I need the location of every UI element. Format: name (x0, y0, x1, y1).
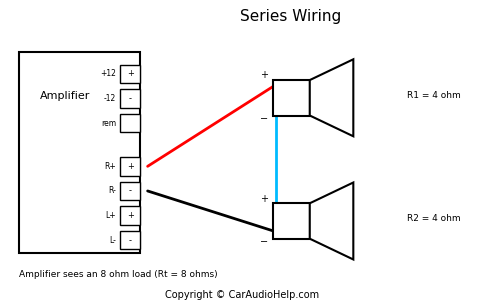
Bar (273, 80, 310, 116)
Text: -12: -12 (104, 94, 116, 103)
Text: +: + (127, 211, 134, 220)
Bar (273, 203, 310, 239)
Bar (120, 114, 140, 132)
Text: -: - (129, 186, 132, 196)
Text: Copyright © CarAudioHelp.com: Copyright © CarAudioHelp.com (165, 290, 319, 300)
Polygon shape (310, 182, 353, 259)
Text: rem: rem (101, 119, 116, 128)
Polygon shape (310, 59, 353, 136)
Text: Amplifier: Amplifier (40, 91, 91, 101)
Bar (120, 231, 140, 249)
Text: R-: R- (108, 186, 116, 196)
Text: -: - (129, 236, 132, 245)
Text: +12: +12 (100, 69, 116, 79)
Text: +: + (260, 194, 268, 204)
Text: −: − (260, 114, 268, 124)
Bar (120, 157, 140, 176)
Text: L+: L+ (106, 211, 116, 220)
Text: +: + (127, 162, 134, 171)
Bar (120, 89, 140, 108)
Text: +: + (127, 69, 134, 79)
Bar (120, 182, 140, 200)
Text: +: + (260, 71, 268, 80)
Text: L-: L- (109, 236, 116, 245)
Text: -: - (129, 94, 132, 103)
Text: Amplifier sees an 8 ohm load (Rt = 8 ohms): Amplifier sees an 8 ohm load (Rt = 8 ohm… (19, 270, 218, 279)
Text: −: − (260, 237, 268, 247)
Text: R2 = 4 ohm: R2 = 4 ohm (407, 214, 460, 223)
Text: R+: R+ (105, 162, 116, 171)
Bar (120, 65, 140, 83)
Bar (19, 52, 140, 253)
Text: R1 = 4 ohm: R1 = 4 ohm (407, 91, 460, 100)
Text: Series Wiring: Series Wiring (240, 9, 341, 24)
Bar (120, 206, 140, 225)
